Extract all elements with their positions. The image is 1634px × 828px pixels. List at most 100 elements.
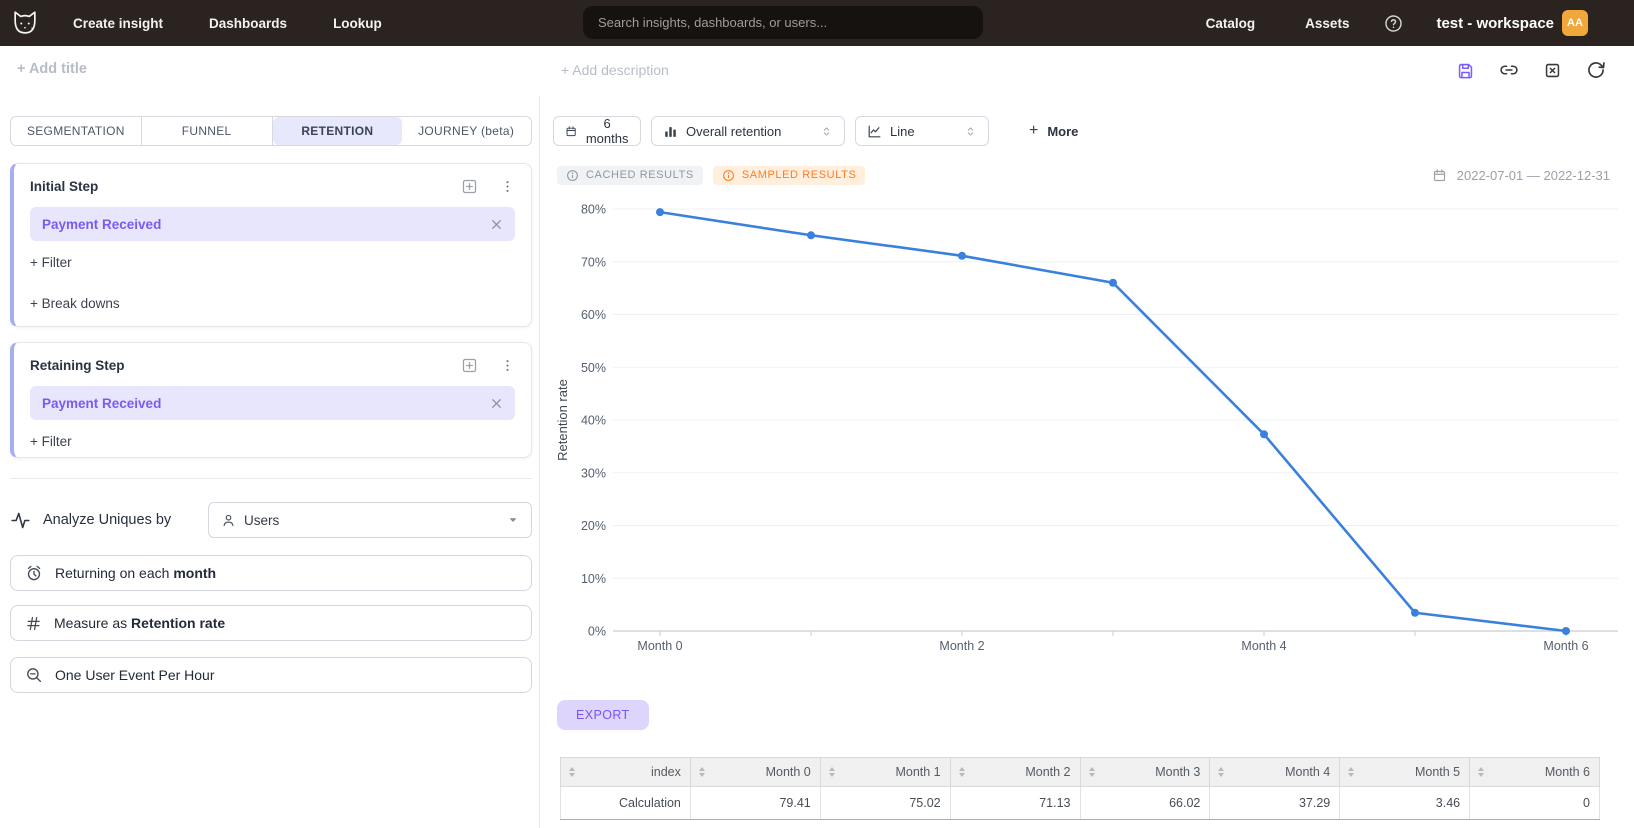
event-name: Payment Received — [42, 395, 162, 411]
column-header-month-1[interactable]: Month 1 — [819, 757, 951, 787]
retaining-add-filter-button[interactable]: + Filter — [30, 434, 72, 449]
add-event-icon[interactable] — [461, 357, 478, 374]
export-button[interactable]: EXPORT — [557, 700, 649, 730]
table-cell: 0 — [1469, 786, 1600, 820]
retention-chart-svg: 0% 10% 20% 30% 40% 50% 60% 70% 80% Month 0 Month 2… — [555, 203, 1618, 653]
alarm-clock-icon — [27, 565, 41, 581]
nav-create-insight[interactable]: Create insight — [73, 15, 164, 31]
table-cell: 79.41 — [689, 786, 821, 820]
select-updown-icon — [823, 126, 830, 136]
nav-assets[interactable]: Assets — [1305, 15, 1350, 31]
nav-lookup[interactable]: Lookup — [333, 15, 382, 31]
analyze-uniques-row: Analyze Uniques by Users — [10, 502, 532, 538]
app-logo-cat-icon[interactable] — [10, 8, 40, 38]
refresh-icon[interactable] — [1586, 60, 1606, 80]
sampled-results-badge: SAMPLED RESULTS — [712, 165, 866, 185]
tab-retention[interactable]: RETENTION — [272, 117, 403, 145]
sort-icon[interactable] — [569, 767, 575, 777]
svg-text:70%: 70% — [581, 255, 606, 269]
info-icon — [567, 169, 578, 181]
activity-icon — [11, 512, 30, 528]
analyze-unit-value: Users — [244, 512, 280, 528]
table-cell: 66.02 — [1079, 786, 1211, 820]
kebab-menu-icon[interactable] — [500, 358, 515, 373]
add-description-button[interactable]: + Add description — [561, 62, 669, 78]
sort-icon[interactable] — [698, 767, 705, 777]
svg-text:30%: 30% — [581, 466, 606, 480]
top-navbar: Create insight Dashboards Lookup Catalog… — [0, 0, 1634, 46]
svg-text:40%: 40% — [581, 414, 606, 428]
save-icon[interactable] — [1456, 61, 1475, 80]
retention-type-select[interactable]: Overall retention — [651, 116, 845, 146]
tab-funnel[interactable]: FUNNEL — [142, 117, 273, 145]
table-cell: 71.13 — [949, 786, 1081, 820]
clear-insight-icon[interactable] — [1543, 61, 1562, 80]
initial-step-event-chip[interactable]: Payment Received — [30, 207, 515, 241]
sort-icon[interactable] — [1088, 767, 1095, 777]
dedupe-button[interactable]: One User Event Per Hour — [10, 657, 532, 693]
table-cell: 3.46 — [1339, 786, 1471, 820]
workspace-switcher[interactable]: test - workspace — [1436, 14, 1554, 32]
zoom-out-icon — [27, 668, 42, 683]
cached-results-badge: CACHED RESULTS — [557, 165, 703, 185]
user-avatar[interactable]: AA — [1562, 10, 1588, 36]
chevron-down-icon — [509, 518, 517, 522]
sort-icon[interactable] — [1348, 767, 1355, 777]
analyze-unit-select[interactable]: Users — [208, 502, 532, 538]
retention-chart[interactable]: 0% 10% 20% 30% 40% 50% 60% 70% 80% Month 0 Month 2… — [541, 190, 1634, 670]
insight-type-tabs: SEGMENTATION FUNNEL RETENTION JOURNEY (b… — [10, 116, 532, 146]
chart-date-range: 2022-07-01 — 2022-12-31 — [1432, 168, 1610, 183]
sort-icon[interactable] — [958, 767, 965, 777]
column-header-month-5[interactable]: Month 5 — [1339, 757, 1471, 787]
sidebar-divider — [10, 478, 532, 479]
column-header-month-0[interactable]: Month 0 — [689, 757, 821, 787]
results-table: index Month 0 Month 1 Month 2 Month 3 Mo… — [560, 757, 1600, 820]
user-icon — [223, 514, 234, 526]
tab-segmentation[interactable]: SEGMENTATION — [11, 117, 142, 145]
measure-as-button[interactable]: Measure as Retention rate — [10, 605, 532, 641]
help-icon[interactable] — [1384, 14, 1403, 33]
analyze-uniques-label: Analyze Uniques by — [43, 512, 172, 528]
column-header-index[interactable]: index — [560, 757, 691, 787]
svg-text:Month 2: Month 2 — [939, 639, 984, 653]
column-header-month-6[interactable]: Month 6 — [1469, 757, 1600, 787]
svg-text:20%: 20% — [581, 519, 606, 533]
nav-catalog[interactable]: Catalog — [1205, 15, 1256, 31]
svg-text:0%: 0% — [588, 625, 606, 639]
config-sidebar: SEGMENTATION FUNNEL RETENTION JOURNEY (b… — [0, 96, 540, 828]
column-header-month-2[interactable]: Month 2 — [949, 757, 1081, 787]
line-chart-icon — [868, 125, 881, 137]
svg-text:Retention rate: Retention rate — [555, 379, 570, 461]
calendar-icon — [1433, 168, 1445, 181]
retaining-step-event-chip[interactable]: Payment Received — [30, 386, 515, 420]
add-breakdowns-button[interactable]: + Break downs — [30, 296, 120, 311]
more-options-button[interactable]: + More — [1029, 122, 1079, 139]
copy-link-icon[interactable] — [1499, 60, 1519, 80]
returning-period-button[interactable]: Returning on each month — [10, 555, 532, 591]
tab-journey[interactable]: JOURNEY (beta) — [418, 124, 515, 138]
column-header-month-4[interactable]: Month 4 — [1209, 757, 1341, 787]
global-search-input[interactable] — [583, 6, 983, 39]
sort-icon[interactable] — [1478, 767, 1485, 777]
svg-text:Month 6: Month 6 — [1543, 639, 1588, 653]
svg-text:50%: 50% — [581, 361, 606, 375]
initial-step-title: Initial Step — [30, 179, 99, 194]
nav-dashboards[interactable]: Dashboards — [209, 15, 288, 31]
svg-text:Month 0: Month 0 — [637, 639, 682, 653]
add-title-button[interactable]: + Add title — [17, 61, 87, 77]
svg-text:60%: 60% — [581, 308, 606, 322]
hash-icon — [27, 616, 40, 630]
table-cell: 37.29 — [1209, 786, 1341, 820]
column-header-month-3[interactable]: Month 3 — [1079, 757, 1211, 787]
date-range-button[interactable]: 6 months — [553, 116, 641, 146]
remove-event-icon[interactable] — [490, 397, 503, 410]
sort-icon[interactable] — [828, 767, 835, 777]
sort-icon[interactable] — [1218, 767, 1225, 777]
add-event-icon[interactable] — [461, 178, 478, 195]
kebab-menu-icon[interactable] — [500, 179, 515, 194]
remove-event-icon[interactable] — [490, 218, 503, 231]
svg-text:Month 4: Month 4 — [1241, 639, 1286, 653]
chart-type-select[interactable]: Line — [855, 116, 989, 146]
navbar-right-cluster: Catalog Assets test - workspace AA — [1206, 0, 1588, 46]
initial-add-filter-button[interactable]: + Filter — [30, 255, 72, 270]
